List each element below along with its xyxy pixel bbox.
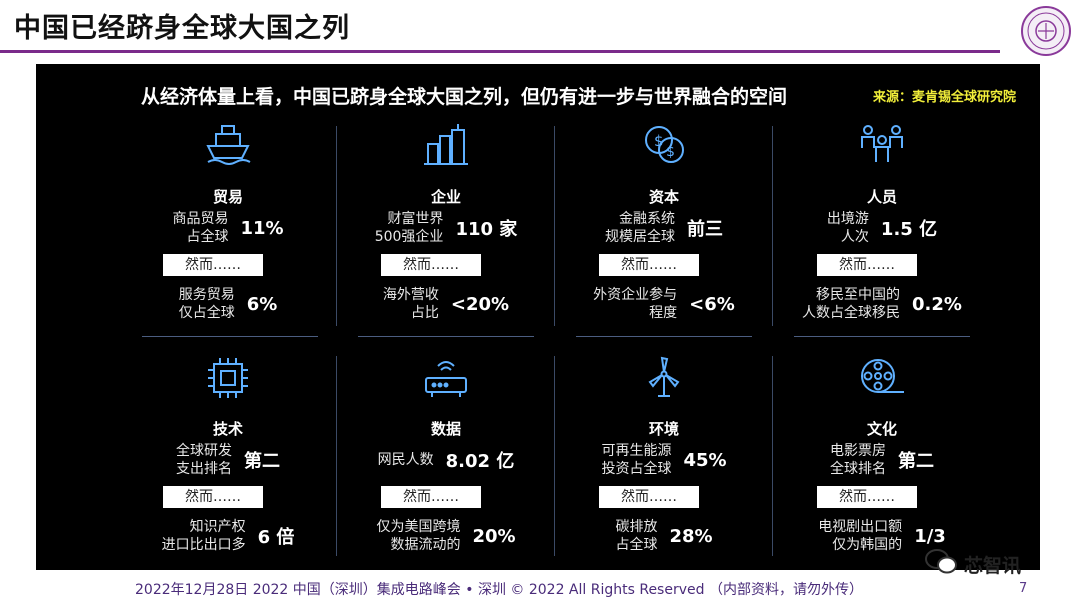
stat-primary: 金融系统 规模居全球 前三 xyxy=(556,208,772,248)
stat-secondary: 服务贸易 仅占全球 6% xyxy=(120,284,336,324)
stat-label: 电视剧出口额 仅为韩国的 xyxy=(818,519,903,553)
stat-value: 20% xyxy=(472,525,516,547)
however-tag: 然而…… xyxy=(599,486,699,508)
stat-value: 6% xyxy=(246,293,278,315)
stat-label: 仅为美国跨境 数据流动的 xyxy=(376,519,461,553)
grid-divider xyxy=(576,336,752,337)
stat-value: 1.5 亿 xyxy=(880,219,938,240)
however-tag: 然而…… xyxy=(381,486,481,508)
wechat-icon xyxy=(924,548,958,580)
stat-value: 11% xyxy=(240,217,284,239)
however-tag: 然而…… xyxy=(817,486,917,508)
stat-label: 全球研发 支出排名 xyxy=(176,443,232,477)
coins-icon: $ $ xyxy=(638,122,690,166)
stat-secondary: 移民至中国的 人数占全球移民 0.2% xyxy=(774,284,990,324)
stat-secondary: 外资企业参与 程度 <6% xyxy=(556,284,772,324)
stat-value: 8.02 亿 xyxy=(445,451,515,472)
university-seal-logo xyxy=(1006,4,1074,58)
film-reel-icon xyxy=(856,356,908,400)
stat-primary: 可再生能源 投资占全球 45% xyxy=(556,440,772,480)
stat-secondary: 碳排放 占全球 28% xyxy=(556,516,772,556)
stat-value: <6% xyxy=(689,293,735,315)
stat-value: 0.2% xyxy=(912,293,962,315)
however-tag: 然而…… xyxy=(381,254,481,276)
buildings-icon xyxy=(420,122,472,166)
however-tag: 然而…… xyxy=(163,254,263,276)
svg-text:$: $ xyxy=(654,132,664,150)
grid-divider xyxy=(772,356,773,556)
stat-value: 6 倍 xyxy=(257,527,295,548)
stat-primary: 财富世界 500强企业 110 家 xyxy=(338,208,554,248)
stat-label: 碳排放 占全球 xyxy=(615,519,658,553)
stat-label: 服务贸易 仅占全球 xyxy=(178,287,235,321)
chip-icon xyxy=(202,356,254,400)
category-label: 数据 xyxy=(430,420,461,438)
however-tag: 然而…… xyxy=(163,486,263,508)
stat-value: <20% xyxy=(450,293,510,315)
grid-divider xyxy=(336,356,337,556)
stat-label: 电影票房 全球排名 xyxy=(830,443,886,477)
stat-label: 财富世界 500强企业 xyxy=(374,211,444,245)
headline: 从经济体量上看，中国已跻身全球大国之列，但仍有进一步与世界融合的空间 xyxy=(141,86,788,108)
stat-secondary: 知识产权 进口比出口多 6 倍 xyxy=(120,516,336,556)
category-label: 文化 xyxy=(866,420,897,438)
category-label: 人员 xyxy=(866,188,897,206)
source-note: 来源：麦肯锡全球研究院 xyxy=(872,90,1016,105)
stat-primary: 全球研发 支出排名 第二 xyxy=(120,440,336,480)
however-tag: 然而…… xyxy=(817,254,917,276)
grid-divider xyxy=(142,336,318,337)
stat-label: 金融系统 规模居全球 xyxy=(605,211,675,245)
title-divider xyxy=(0,50,1000,53)
stat-primary: 网民人数 8.02 亿 xyxy=(338,440,554,480)
router-icon xyxy=(420,356,472,400)
stat-label: 可再生能源 投资占全球 xyxy=(601,443,672,477)
stat-secondary: 仅为美国跨境 数据流动的 20% xyxy=(338,516,554,556)
grid-divider xyxy=(358,336,534,337)
stat-label: 出境游 人次 xyxy=(826,211,869,245)
grid-divider xyxy=(772,126,773,326)
stat-secondary: 海外营收 占比 <20% xyxy=(338,284,554,324)
watermark: 芯智讯 xyxy=(924,548,1021,580)
category-label: 资本 xyxy=(648,188,679,206)
stat-value: 第二 xyxy=(898,451,934,472)
stat-label: 海外营收 占比 xyxy=(382,287,439,321)
category-label: 贸易 xyxy=(212,188,243,206)
stat-primary: 商品贸易 占全球 11% xyxy=(120,208,336,248)
grid-divider xyxy=(554,126,555,326)
wind-turbine-icon xyxy=(638,356,690,400)
stat-primary: 出境游 人次 1.5 亿 xyxy=(774,208,990,248)
people-icon xyxy=(856,122,908,166)
page-number: 7 xyxy=(1019,581,1028,596)
grid-divider xyxy=(554,356,555,556)
svg-text:$: $ xyxy=(666,144,675,160)
stat-primary: 电影票房 全球排名 第二 xyxy=(774,440,990,480)
stat-label: 网民人数 xyxy=(377,452,434,468)
infographic-panel: 从经济体量上看，中国已跻身全球大国之列，但仍有进一步与世界融合的空间 来源：麦肯… xyxy=(36,64,1040,570)
stat-label: 知识产权 进口比出口多 xyxy=(161,519,246,553)
stat-value: 110 家 xyxy=(455,219,518,240)
stat-value: 第二 xyxy=(244,451,280,472)
stat-value: 前三 xyxy=(687,219,723,240)
category-label: 技术 xyxy=(212,420,243,438)
ship-icon xyxy=(202,122,254,166)
stat-secondary: 电视剧出口额 仅为韩国的 1/3 xyxy=(774,516,990,556)
stat-label: 商品贸易 占全球 xyxy=(172,211,229,245)
category-label: 环境 xyxy=(648,420,679,438)
grid-divider xyxy=(794,336,970,337)
slide-title: 中国已经跻身全球大国之列 xyxy=(14,13,350,44)
stat-value: 45% xyxy=(683,449,727,471)
watermark-label: 芯智讯 xyxy=(964,554,1022,577)
stat-value: 1/3 xyxy=(914,525,946,547)
however-tag: 然而…… xyxy=(599,254,699,276)
stat-label: 移民至中国的 人数占全球移民 xyxy=(802,287,901,321)
stat-value: 28% xyxy=(669,525,713,547)
grid-divider xyxy=(336,126,337,326)
stat-label: 外资企业参与 程度 xyxy=(593,287,678,321)
footer-text: 2022年12月28日 2022 中国（深圳）集成电路峰会 • 深圳 © 202… xyxy=(135,582,863,598)
category-label: 企业 xyxy=(430,188,461,206)
